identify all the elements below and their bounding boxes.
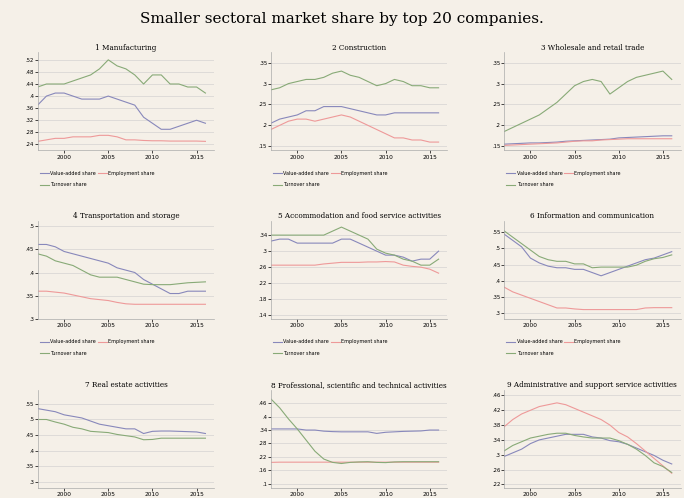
Legend: Turnover share: Turnover share bbox=[273, 351, 320, 356]
Text: Smaller sectoral market share by top 20 companies.: Smaller sectoral market share by top 20 … bbox=[140, 12, 544, 26]
Legend: Turnover share: Turnover share bbox=[506, 351, 553, 356]
Title: 7 Real estate activities: 7 Real estate activities bbox=[85, 381, 168, 389]
Title: 2 Construction: 2 Construction bbox=[332, 43, 386, 51]
Legend: Turnover share: Turnover share bbox=[506, 182, 553, 187]
Title: 9 Administrative and support service activities: 9 Administrative and support service act… bbox=[508, 381, 677, 389]
Title: 5 Accommodation and food service activities: 5 Accommodation and food service activit… bbox=[278, 212, 440, 220]
Title: 4 Transportation and storage: 4 Transportation and storage bbox=[73, 212, 179, 220]
Legend: Turnover share: Turnover share bbox=[273, 182, 320, 187]
Title: 6 Information and communication: 6 Information and communication bbox=[530, 212, 655, 220]
Legend: Turnover share: Turnover share bbox=[40, 351, 87, 356]
Title: 8 Professional, scientific and technical activities: 8 Professional, scientific and technical… bbox=[272, 381, 447, 389]
Legend: Turnover share: Turnover share bbox=[40, 182, 87, 187]
Title: 3 Wholesale and retail trade: 3 Wholesale and retail trade bbox=[540, 43, 644, 51]
Title: 1 Manufacturing: 1 Manufacturing bbox=[95, 43, 157, 51]
